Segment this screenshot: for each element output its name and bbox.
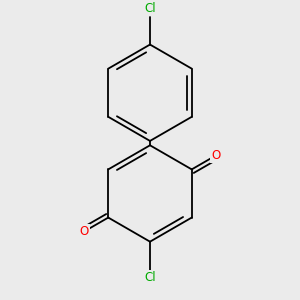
Text: Cl: Cl: [144, 271, 156, 284]
Text: O: O: [80, 225, 88, 238]
Text: Cl: Cl: [144, 2, 156, 15]
Text: O: O: [212, 149, 220, 162]
